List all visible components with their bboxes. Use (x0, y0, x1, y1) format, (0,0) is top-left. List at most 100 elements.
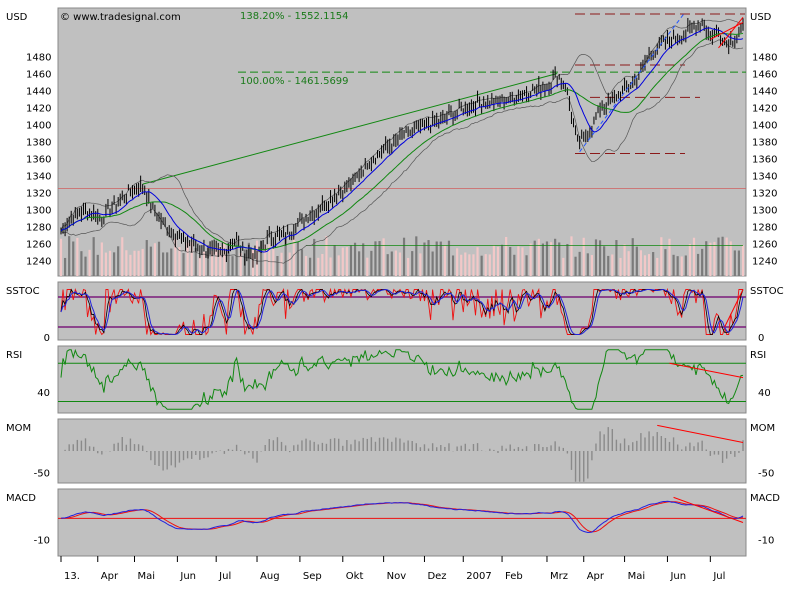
volume-bar (157, 241, 161, 276)
volume-bar (84, 256, 87, 276)
volume-bar (541, 243, 544, 276)
volume-bar (104, 252, 108, 276)
volume-bar (186, 242, 189, 276)
trendline-recent-2 (710, 22, 744, 40)
y-tick-left: 1400 (26, 121, 51, 132)
x-tick-label: Apr (587, 571, 605, 582)
volume-bar (566, 243, 569, 276)
x-tick-label: Jun (669, 571, 686, 582)
x-tick-label: Aug (260, 571, 280, 582)
volume-bar (296, 242, 299, 276)
volume-bar (382, 238, 385, 276)
volume-bar (684, 255, 687, 276)
volume-bar (586, 253, 589, 276)
y-tick-left: 40 (37, 388, 50, 399)
volume-bar (570, 236, 573, 276)
volume-bar (513, 254, 516, 276)
volume-bar (660, 237, 663, 276)
volume-bar (178, 247, 181, 276)
volume-bar (358, 251, 361, 276)
trendline-recent (718, 17, 744, 49)
moving-average-short (60, 27, 744, 253)
volume-bar (276, 256, 279, 276)
y-tick-left: 1260 (26, 240, 51, 251)
volume-bar (288, 252, 291, 276)
volume-bar (456, 248, 459, 276)
volume-bar (59, 238, 63, 276)
panel-label-right: RSI (750, 350, 766, 361)
volume-bar (590, 255, 593, 276)
volume-bar (451, 255, 455, 276)
x-tick-label: 2007 (466, 571, 491, 582)
volume-bar (472, 254, 475, 276)
momentum-bars (64, 427, 744, 482)
volume-bar (443, 244, 446, 276)
x-tick-label: 13. (64, 571, 80, 582)
volume-bar (484, 254, 487, 276)
macd-trendline (673, 496, 744, 523)
volume-bar (198, 256, 201, 276)
volume-bar (652, 252, 655, 276)
volume-bar (362, 243, 365, 276)
volume-bar (533, 240, 536, 276)
panel-macd (57, 488, 747, 557)
x-tick-label: Dez (427, 571, 446, 582)
volume-bar (386, 254, 389, 276)
volume-bar (329, 257, 332, 276)
volume-bar (390, 251, 393, 276)
volume-bar (435, 241, 438, 276)
volume-bar (345, 247, 348, 276)
volume-bar (672, 254, 675, 276)
volume-bar (394, 250, 397, 276)
y-tick-right: 1380 (752, 138, 777, 149)
volume-bar (733, 250, 736, 276)
volume-bar (202, 251, 206, 276)
volume-bar (415, 236, 418, 276)
rsi-line (60, 348, 744, 410)
volume-bar (215, 247, 218, 276)
volume-bar (366, 257, 369, 276)
volume-bar (166, 252, 169, 276)
y-tick-right: -10 (758, 535, 774, 546)
volume-bar (554, 238, 557, 276)
volume-bar (268, 244, 271, 276)
volume-bar (529, 243, 532, 276)
volume-bar (247, 242, 250, 276)
volume-bar (419, 253, 422, 276)
volume-bar (639, 250, 643, 276)
volume-bar (300, 249, 304, 276)
moving-average-long (60, 32, 744, 251)
x-tick-label: Sep (303, 571, 322, 582)
volume-bar (133, 250, 136, 276)
volume-bar (161, 252, 165, 276)
volume-bar (619, 257, 622, 276)
volume-bar (480, 255, 483, 276)
volume-bar (349, 245, 353, 276)
panel-label-left: MOM (6, 423, 31, 434)
volume-bar (574, 256, 577, 276)
volume-bar (112, 252, 116, 276)
volume-bar (545, 241, 549, 276)
volume-bar (317, 257, 320, 276)
x-tick-label: Jun (179, 571, 196, 582)
volume-bar (500, 244, 504, 276)
y-tick-left: 1340 (26, 172, 51, 183)
volume-bar (117, 246, 120, 276)
volume-bar (423, 242, 426, 276)
volume-bar (174, 238, 177, 276)
y-tick-right: 1440 (752, 87, 777, 98)
y-tick-right: 40 (758, 388, 771, 399)
y-tick-left: 1300 (26, 206, 51, 217)
y-tick-right: 1240 (752, 257, 777, 268)
y-tick-left: 1360 (26, 155, 51, 166)
panel-label-right: USD (750, 12, 772, 23)
volume-bar (100, 242, 103, 276)
volume-bar (692, 237, 696, 276)
volume-bar (370, 250, 373, 276)
volume-bar (190, 241, 193, 276)
trendline-upper (142, 73, 558, 185)
y-tick-left: 1460 (26, 70, 51, 81)
volume-bar (582, 237, 585, 276)
y-tick-right: 0 (758, 333, 764, 344)
